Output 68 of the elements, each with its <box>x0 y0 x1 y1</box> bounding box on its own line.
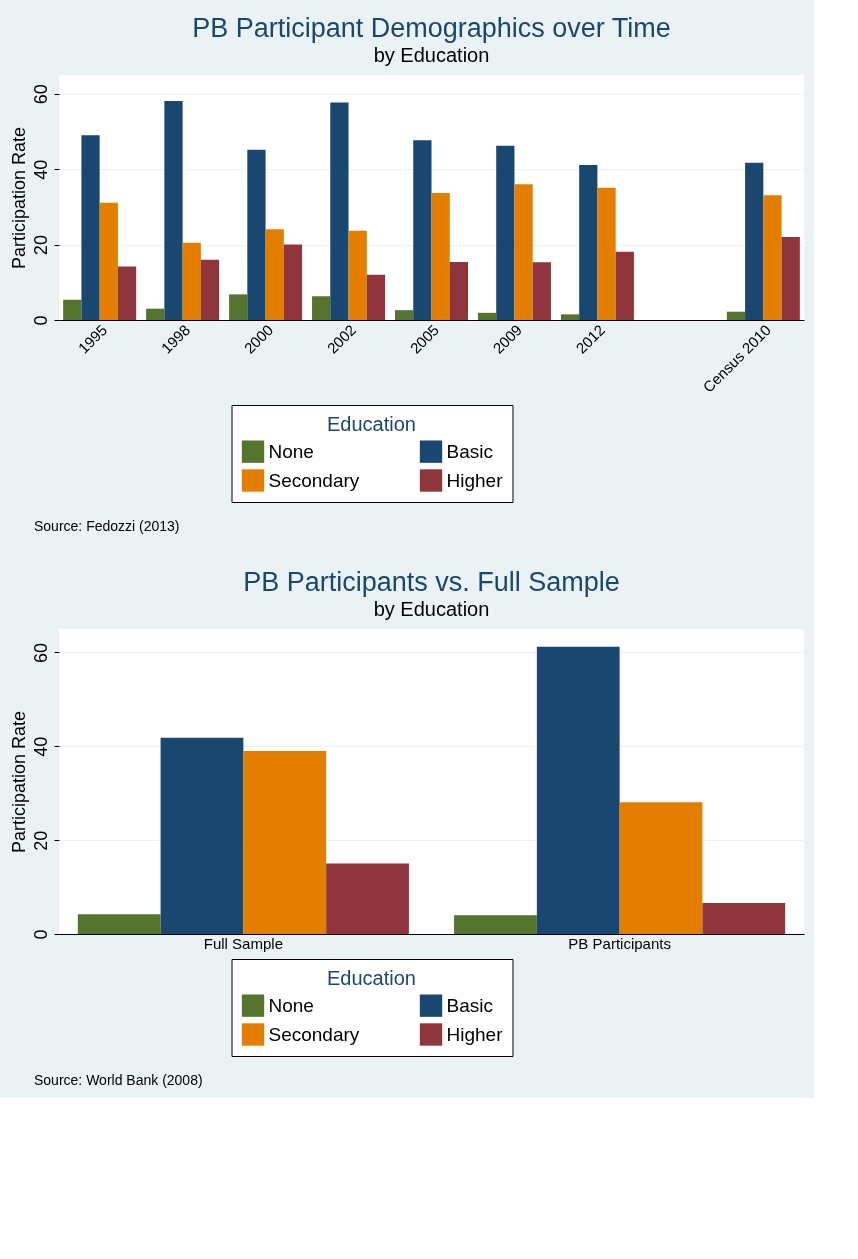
bar <box>247 149 266 320</box>
bar <box>781 237 800 320</box>
bar <box>496 145 515 320</box>
y-tick-label: 40 <box>30 159 51 180</box>
x-tick-label: Full Sample <box>203 934 283 952</box>
bar <box>449 261 468 320</box>
bar <box>99 202 118 320</box>
bar <box>395 310 414 320</box>
legend-title: Education <box>327 413 416 435</box>
bar <box>454 915 537 934</box>
bar <box>77 914 161 934</box>
y-tick-label: 0 <box>30 315 51 326</box>
chart-title: PB Participant Demographics over Time <box>192 13 671 43</box>
y-tick-label: 40 <box>30 736 51 757</box>
bar <box>431 192 450 320</box>
bar <box>182 242 201 320</box>
y-tick-label: 20 <box>30 235 51 256</box>
bar <box>615 251 634 320</box>
legend-label: None <box>268 994 314 1016</box>
bar <box>560 314 580 320</box>
chart-subtitle: by Education <box>373 44 490 66</box>
bar <box>63 299 82 320</box>
y-axis-title: Participation Rate <box>8 126 29 270</box>
bar <box>160 737 244 934</box>
bar <box>81 135 100 320</box>
y-axis-title: Participation Rate <box>8 710 29 854</box>
bar <box>366 274 386 320</box>
chart-title: PB Participants vs. Full Sample <box>243 567 620 597</box>
bar <box>413 140 432 320</box>
bar <box>514 184 533 320</box>
bar <box>597 187 616 320</box>
bar <box>348 230 367 320</box>
legend-label: Secondary <box>268 1023 360 1045</box>
legend-title: Education <box>327 967 416 989</box>
y-tick-label: 20 <box>30 830 51 851</box>
legend-label: Higher <box>446 1023 504 1045</box>
bar <box>726 311 746 320</box>
source-note: Source: Fedozzi (2013) <box>34 518 180 534</box>
bar <box>619 802 703 934</box>
bar <box>745 162 764 320</box>
bar <box>763 195 782 320</box>
bar <box>146 308 165 320</box>
bar <box>265 229 284 320</box>
bar <box>243 751 327 934</box>
bar <box>164 101 183 320</box>
x-tick-label: PB Participants <box>568 934 671 952</box>
bar <box>702 903 786 934</box>
legend-label: Higher <box>446 469 504 491</box>
chart-subtitle: by Education <box>373 598 490 620</box>
y-tick-label: 0 <box>30 929 51 940</box>
bar <box>312 296 331 320</box>
bar <box>477 312 497 320</box>
bar <box>326 863 409 934</box>
y-tick-label: 60 <box>30 642 51 663</box>
legend-label: None <box>268 440 314 462</box>
legend-label: Secondary <box>268 469 360 491</box>
bar <box>330 102 349 320</box>
bar <box>200 259 220 320</box>
bar <box>229 294 248 320</box>
bar <box>532 262 551 320</box>
bar <box>117 266 137 320</box>
bar <box>579 165 598 320</box>
legend-label: Basic <box>446 994 493 1016</box>
source-note: Source: World Bank (2008) <box>34 1072 203 1088</box>
legend-label: Basic <box>446 440 493 462</box>
y-tick-label: 60 <box>30 84 51 105</box>
bar <box>536 646 620 934</box>
bar <box>283 244 303 320</box>
